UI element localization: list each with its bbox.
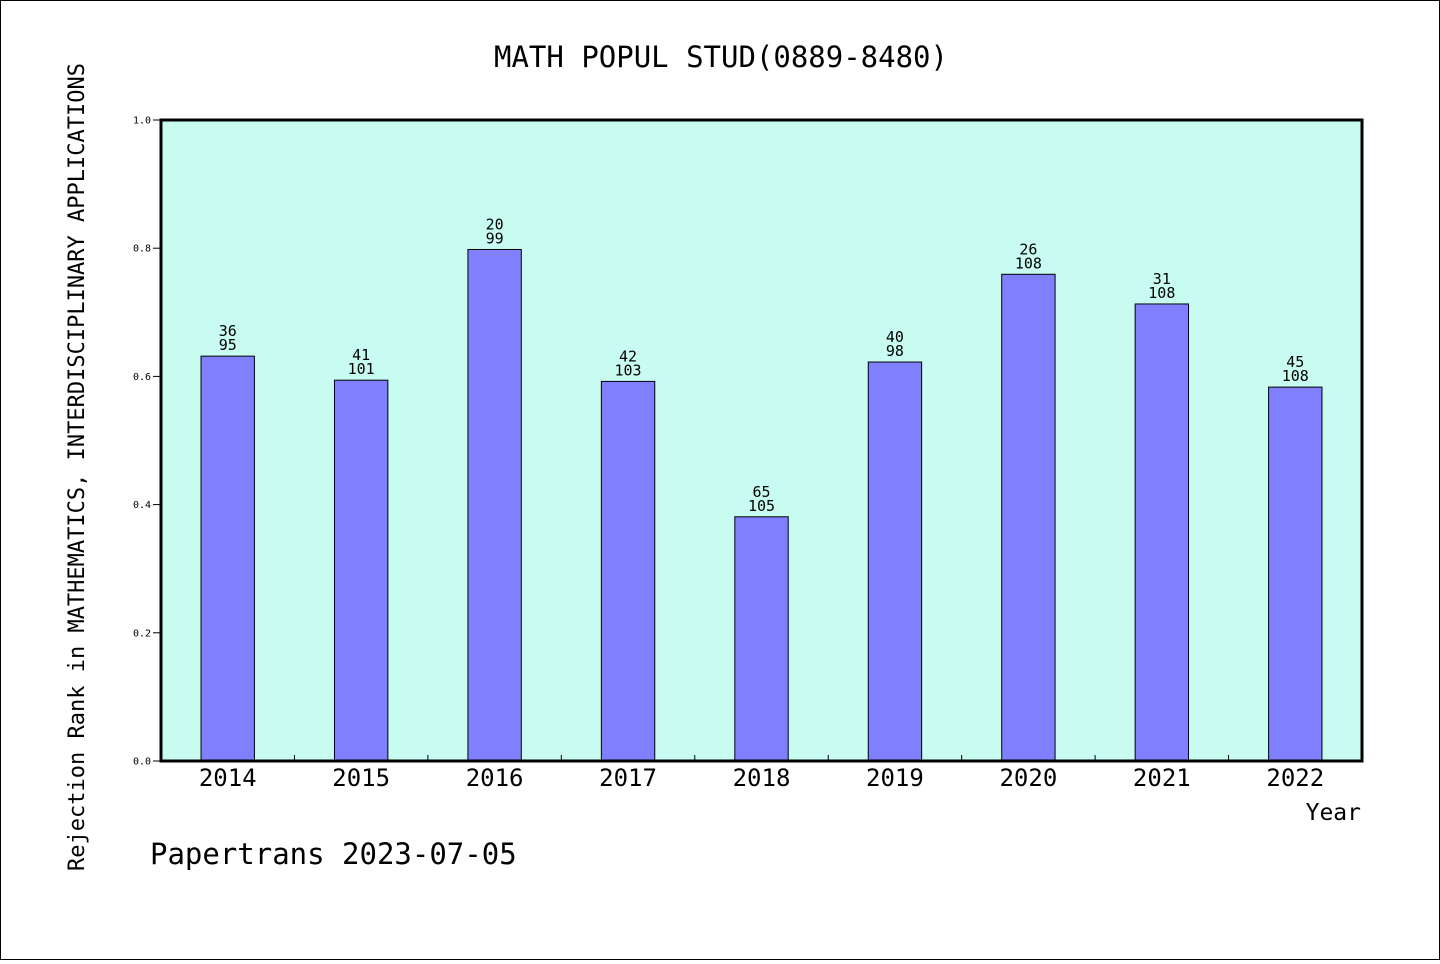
bars-group	[200, 248, 1323, 762]
x-axis-label: Year	[1306, 800, 1361, 826]
y-tick-label-0.2: 0.2	[133, 628, 151, 639]
bar-total-label-2016: 99	[486, 229, 504, 247]
bar-2021	[1134, 303, 1190, 762]
bar-total-label-2020: 108	[1015, 254, 1042, 272]
bar-2017	[600, 380, 656, 762]
bar-rank-label-2021: 31	[1153, 270, 1171, 288]
y-tick-label-0.8: 0.8	[133, 244, 151, 255]
bar-total-label-2018: 105	[748, 497, 775, 515]
bar-2019	[867, 361, 923, 762]
x-tick-label-2014: 2014	[199, 764, 257, 792]
bar-rank-label-2014: 36	[219, 322, 237, 340]
bar-rank-label-2015: 41	[352, 346, 370, 364]
bar-2020	[1001, 273, 1056, 762]
footer-credit: Papertrans 2023-07-05	[150, 837, 517, 871]
x-axis-ticks: 2014 2015 2016 2017 2018 2019 2020 2021 2022	[199, 755, 1324, 792]
chart-title: MATH POPUL STUD(0889-8480)	[494, 40, 948, 74]
y-axis-ticks: 0.0 0.2 0.4 0.6 0.8 1.0	[133, 116, 161, 768]
y-tick-label-1.0: 1.0	[133, 116, 151, 127]
x-tick-label-2017: 2017	[599, 764, 657, 792]
bar-total-label-2019: 98	[886, 342, 904, 360]
bar-labels-group: 3695411012099421036510540982610831108451…	[219, 215, 1309, 514]
x-tick-label-2019: 2019	[866, 764, 924, 792]
bar-rank-label-2018: 65	[752, 483, 770, 501]
bar-2018	[734, 516, 789, 762]
x-tick-label-2016: 2016	[466, 764, 524, 792]
bar-rank-label-2019: 40	[886, 328, 904, 346]
bar-total-label-2022: 108	[1282, 367, 1309, 385]
plot-border	[159, 118, 1364, 763]
y-tick-label-0.6: 0.6	[133, 372, 151, 383]
bar-rank-label-2016: 20	[486, 215, 504, 233]
y-tick-label-0.0: 0.0	[133, 757, 151, 768]
x-tick-label-2020: 2020	[999, 764, 1057, 792]
bar-2015	[333, 379, 389, 762]
bar-rank-label-2017: 42	[619, 347, 637, 365]
bar-total-label-2017: 103	[615, 361, 642, 379]
bar-2022	[1268, 386, 1323, 762]
bar-rank-label-2022: 45	[1286, 353, 1304, 371]
y-tick-label-0.4: 0.4	[133, 500, 151, 511]
bar-total-label-2021: 108	[1148, 284, 1175, 302]
bar-2016	[467, 248, 522, 762]
bar-rank-label-2020: 26	[1019, 240, 1037, 258]
x-tick-label-2022: 2022	[1266, 764, 1324, 792]
y-axis-label: Rejection Rank in MATHEMATICS, INTERDISC…	[65, 63, 90, 871]
bar-2014	[200, 355, 255, 762]
x-tick-label-2015: 2015	[332, 764, 390, 792]
x-tick-label-2018: 2018	[733, 764, 791, 792]
bar-total-label-2015: 101	[348, 360, 375, 378]
bar-total-label-2014: 95	[219, 336, 237, 354]
x-tick-label-2021: 2021	[1133, 764, 1191, 792]
